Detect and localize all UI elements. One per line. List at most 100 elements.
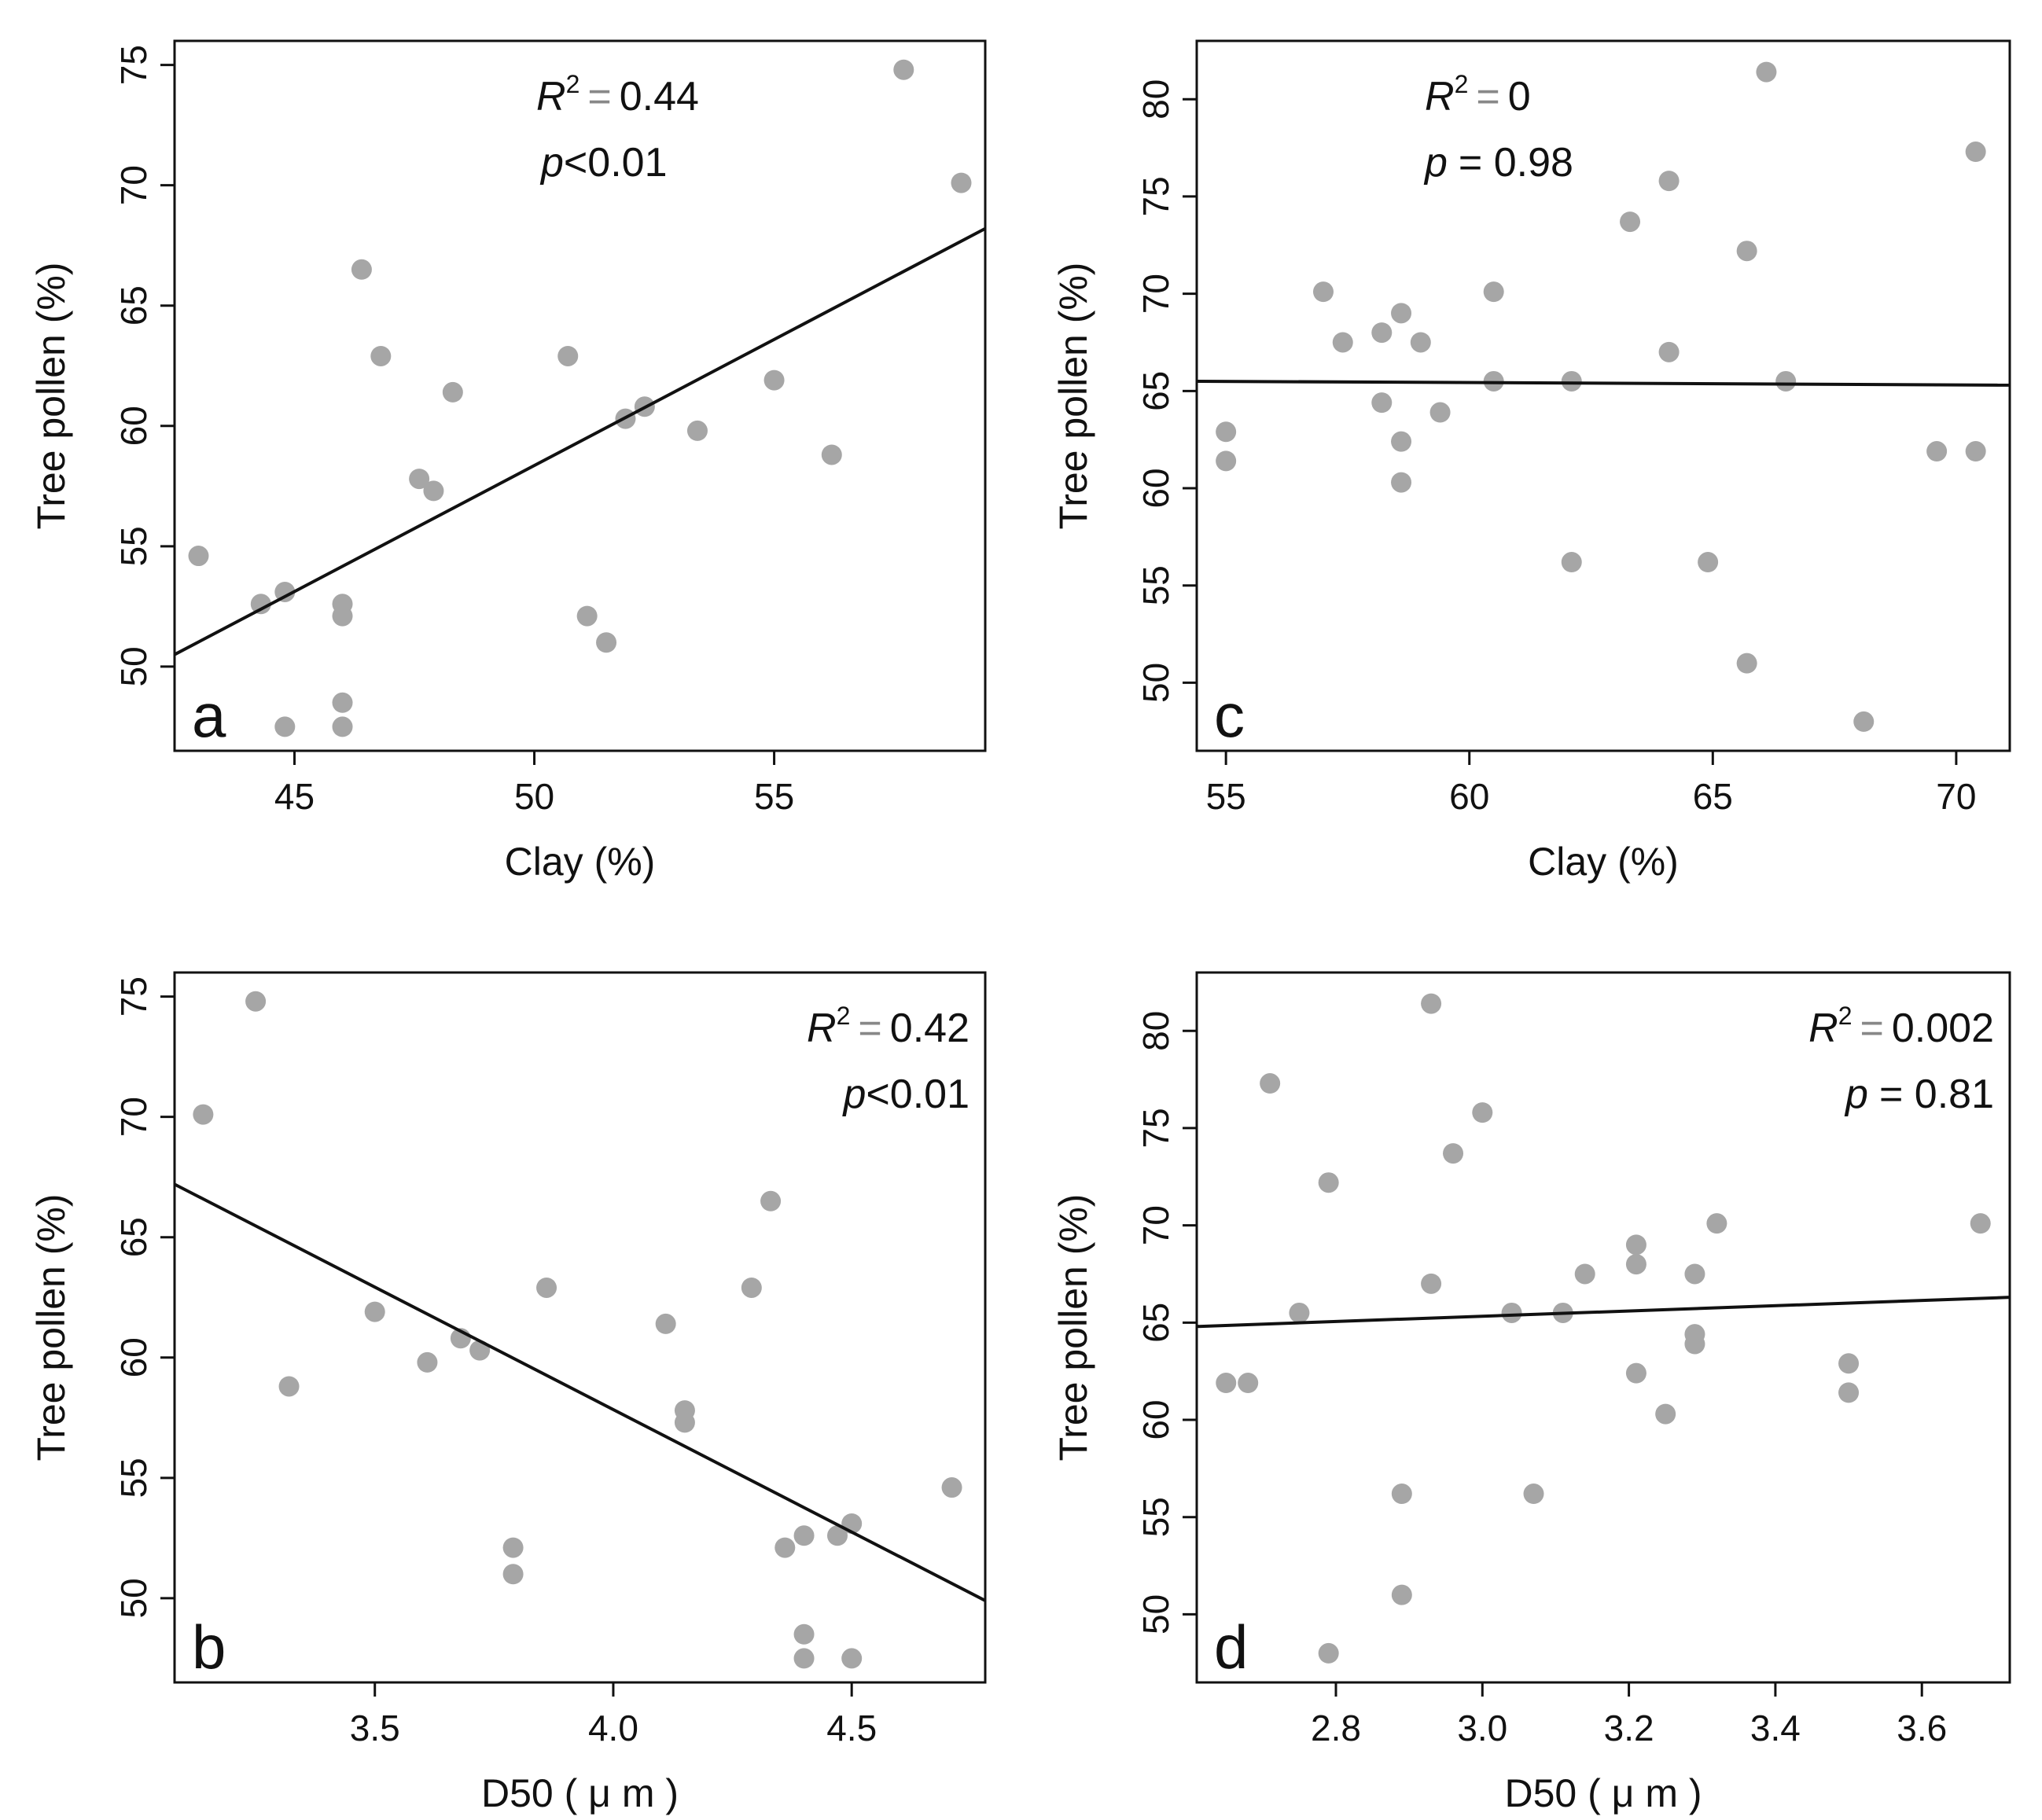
data-point bbox=[351, 259, 372, 280]
x-axis-title: Clay (%) bbox=[1528, 840, 1679, 884]
data-point bbox=[557, 345, 579, 366]
r-superscript: 2 bbox=[837, 1002, 851, 1030]
data-point bbox=[760, 1190, 782, 1211]
x-axis-title: D50 ( μ m ) bbox=[481, 1771, 679, 1815]
r-superscript: 2 bbox=[1838, 1002, 1853, 1030]
data-point bbox=[364, 1301, 385, 1322]
x-tick-label: 3.2 bbox=[1604, 1708, 1654, 1748]
data-point bbox=[245, 991, 267, 1012]
y-tick-label: 80 bbox=[1135, 1011, 1176, 1051]
p-value-annotation: p = 0.98 bbox=[1423, 140, 1573, 186]
p-symbol: p bbox=[1844, 1072, 1868, 1117]
y-tick-label: 55 bbox=[1135, 565, 1176, 605]
x-tick-label: 50 bbox=[514, 776, 554, 817]
x-tick-label: 3.6 bbox=[1897, 1708, 1947, 1748]
y-tick-label: 65 bbox=[1135, 371, 1176, 411]
data-point bbox=[793, 1623, 815, 1645]
r-squared-annotation: R2 = 0 bbox=[1425, 70, 1531, 119]
data-point bbox=[502, 1537, 524, 1558]
data-point bbox=[1965, 142, 1986, 163]
data-point bbox=[686, 420, 708, 441]
y-tick-label: 75 bbox=[1135, 176, 1176, 216]
p-value: <0.01 bbox=[866, 1072, 969, 1117]
data-point bbox=[1318, 1642, 1339, 1664]
data-point bbox=[1970, 1213, 1991, 1234]
y-axis-title: Tree pollen (%) bbox=[29, 1194, 73, 1462]
y-tick-label: 55 bbox=[113, 1458, 154, 1498]
r-superscript: 2 bbox=[566, 70, 580, 98]
data-point bbox=[1391, 1584, 1412, 1605]
panel-label: d bbox=[1214, 1612, 1248, 1682]
x-tick-label: 3.0 bbox=[1457, 1708, 1507, 1748]
data-point bbox=[1216, 450, 1237, 472]
x-tick-label: 60 bbox=[1449, 776, 1489, 817]
data-point bbox=[1429, 402, 1451, 423]
y-tick-label: 55 bbox=[1135, 1497, 1176, 1537]
data-point bbox=[1620, 211, 1641, 233]
r-squared-value: 0.44 bbox=[620, 74, 699, 119]
data-point bbox=[763, 370, 785, 391]
r-superscript: 2 bbox=[1455, 70, 1469, 98]
r-squared-value: 0 bbox=[1508, 74, 1531, 119]
p-value-annotation: p<0.01 bbox=[539, 140, 668, 186]
r-symbol: R bbox=[536, 74, 566, 119]
y-axis-title: Tree pollen (%) bbox=[1051, 1194, 1095, 1462]
data-point bbox=[576, 605, 598, 627]
r-squared-value: 0.42 bbox=[890, 1006, 969, 1051]
y-tick-label: 60 bbox=[1135, 1399, 1176, 1439]
data-point bbox=[332, 605, 353, 627]
plot-frame bbox=[1195, 971, 2011, 1684]
x-tick-label: 2.8 bbox=[1311, 1708, 1361, 1748]
data-point bbox=[1443, 1143, 1464, 1164]
data-point bbox=[1391, 1484, 1412, 1505]
y-tick-label: 75 bbox=[1135, 1108, 1176, 1148]
x-axis-title: Clay (%) bbox=[505, 840, 656, 884]
data-point bbox=[332, 692, 353, 713]
x-tick-label: 55 bbox=[754, 776, 794, 817]
p-value: = 0.81 bbox=[1879, 1072, 1994, 1117]
data-point bbox=[1260, 1073, 1281, 1094]
p-symbol: p bbox=[1423, 140, 1448, 186]
r-equals: = bbox=[1476, 74, 1499, 119]
r-squared-annotation: R2 = 0.002 bbox=[1808, 1002, 1994, 1051]
y-tick-label: 70 bbox=[113, 1097, 154, 1137]
p-value: = 0.98 bbox=[1459, 140, 1573, 186]
data-point bbox=[1625, 1234, 1646, 1256]
x-axis-title: D50 ( μ m ) bbox=[1504, 1771, 1702, 1815]
data-point bbox=[774, 1537, 796, 1558]
p-value: <0.01 bbox=[564, 140, 668, 186]
data-point bbox=[1965, 441, 1986, 462]
y-tick-label: 70 bbox=[1135, 1205, 1176, 1245]
y-tick-label: 50 bbox=[1135, 1594, 1176, 1634]
data-point bbox=[1410, 332, 1431, 353]
data-point bbox=[1289, 1302, 1310, 1323]
regression-line bbox=[174, 1182, 986, 1602]
data-point bbox=[1658, 341, 1680, 362]
data-point bbox=[332, 716, 353, 737]
r-squared-annotation: R2 = 0.42 bbox=[807, 1002, 969, 1051]
y-tick-label: 70 bbox=[1135, 274, 1176, 314]
p-symbol: p bbox=[539, 140, 564, 186]
data-point bbox=[370, 345, 392, 366]
data-point bbox=[1371, 322, 1393, 344]
data-point bbox=[188, 546, 209, 567]
y-axis-title: Tree pollen (%) bbox=[1051, 263, 1095, 530]
data-point bbox=[826, 1525, 848, 1546]
regression-line bbox=[1196, 379, 2011, 387]
y-tick-label: 50 bbox=[113, 1578, 154, 1618]
data-point bbox=[1655, 1403, 1676, 1425]
data-point bbox=[1561, 370, 1582, 392]
data-point bbox=[1216, 421, 1237, 443]
plot-frame bbox=[173, 39, 987, 752]
data-point bbox=[1658, 171, 1680, 192]
regression-line bbox=[174, 226, 986, 656]
data-point bbox=[841, 1648, 863, 1669]
y-tick-label: 60 bbox=[1135, 468, 1176, 508]
r-squared-value: 0.002 bbox=[1892, 1006, 1994, 1051]
y-tick-label: 65 bbox=[113, 1217, 154, 1257]
panel-label: a bbox=[192, 681, 226, 750]
y-tick-label: 60 bbox=[113, 1337, 154, 1377]
data-point bbox=[1625, 1362, 1646, 1384]
data-point bbox=[1838, 1353, 1860, 1374]
